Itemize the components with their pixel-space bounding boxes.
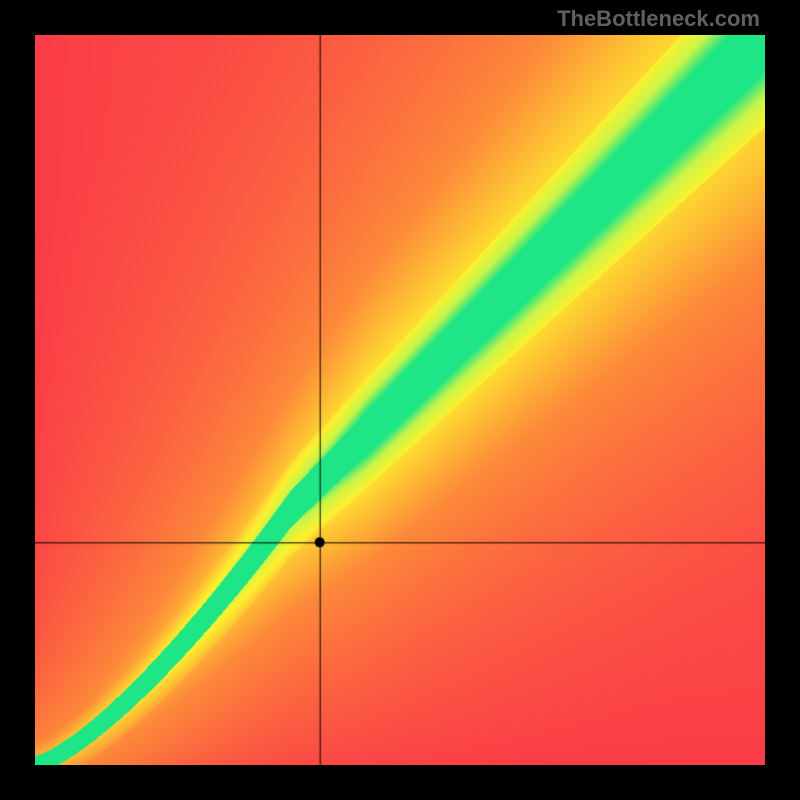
watermark-text: TheBottleneck.com [557,6,760,32]
chart-container: TheBottleneck.com [0,0,800,800]
bottleneck-heatmap [35,35,765,765]
